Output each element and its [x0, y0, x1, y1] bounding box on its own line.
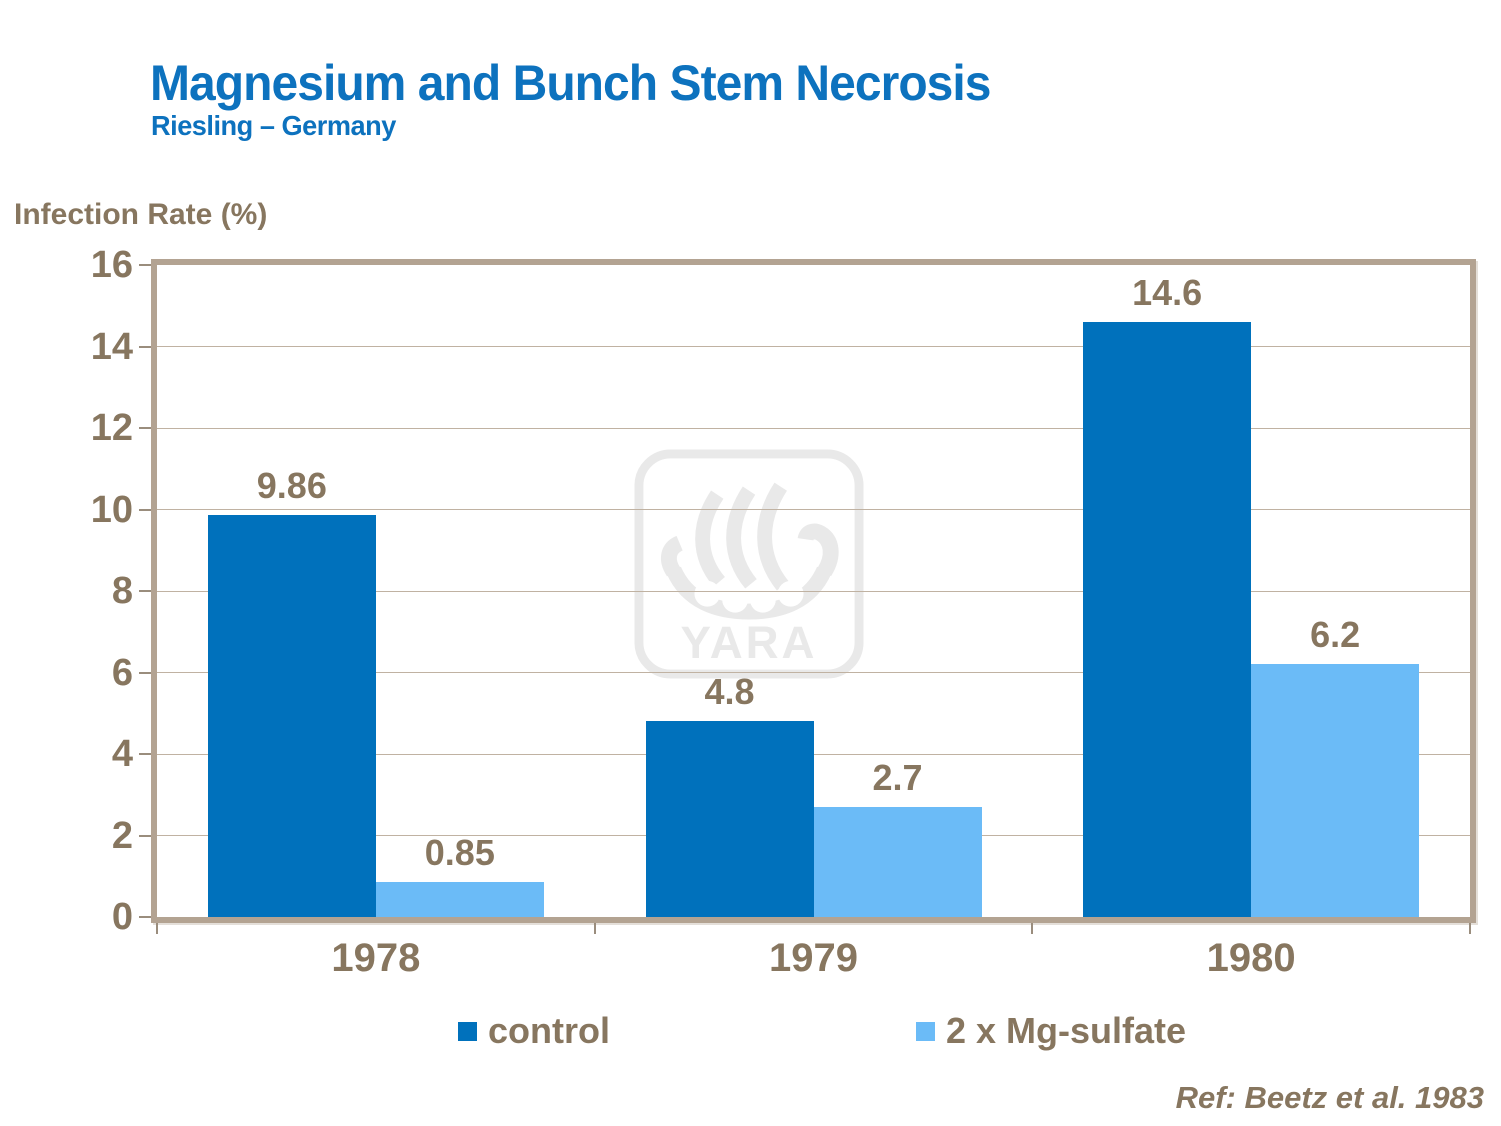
y-tick-mark-4	[139, 753, 151, 755]
value-label-1979-0: 4.8	[704, 671, 755, 713]
x-boundary-tick-0	[156, 923, 158, 934]
value-label-1978-1: 0.85	[424, 832, 495, 874]
value-label-1980-1: 6.2	[1310, 614, 1361, 656]
viking-ship-sails-icon	[695, 482, 789, 591]
page-subtitle: Riesling – Germany	[151, 110, 396, 141]
bar-control-1980	[1083, 322, 1252, 917]
legend-item-control: control	[458, 1008, 610, 1054]
y-tick-mark-0	[139, 916, 151, 918]
bar-2-x-Mg-sulfate-1979	[813, 806, 982, 917]
y-tick-label-0: 0	[111, 896, 133, 938]
gridline-14	[157, 346, 1470, 347]
x-category-label-1980: 1980	[1206, 936, 1296, 980]
x-boundary-tick-2	[1031, 923, 1034, 934]
value-label-1978-0: 9.86	[256, 465, 327, 507]
bar-control-1979	[645, 721, 814, 917]
x-boundary-tick-3	[1469, 923, 1471, 934]
y-tick-mark-8	[139, 590, 151, 592]
page-title: Magnesium and Bunch Stem Necrosis	[150, 55, 991, 111]
value-label-1979-1: 2.7	[872, 756, 923, 798]
y-tick-label-6: 6	[111, 651, 133, 694]
y-tick-mark-2	[139, 834, 151, 837]
legend-marker-2-x-Mg-sulfate	[916, 1021, 935, 1041]
gridline-8	[157, 590, 1470, 592]
y-axis-title: Infection Rate (%)	[14, 198, 268, 231]
y-tick-label-4: 4	[111, 733, 133, 775]
bar-2-x-Mg-sulfate-1980	[1251, 664, 1420, 917]
viking-ship-hull-icon	[660, 523, 839, 620]
y-tick-mark-10	[139, 508, 151, 511]
y-tick-label-14: 14	[90, 325, 133, 368]
legend-label-2-x-Mg-sulfate: 2 x Mg-sulfate	[946, 1010, 1187, 1051]
y-tick-label-2: 2	[111, 814, 133, 857]
legend-item-2-x-Mg-sulfate: 2 x Mg-sulfate	[916, 1008, 1186, 1054]
y-tick-mark-16	[139, 264, 151, 266]
yara-watermark: YARA	[634, 449, 864, 679]
gridline-6	[157, 672, 1470, 673]
y-tick-label-10: 10	[90, 488, 133, 531]
y-tick-label-16: 16	[90, 244, 133, 286]
watermark-frame-icon	[634, 449, 864, 679]
bar-control-1978	[207, 515, 376, 917]
y-tick-mark-12	[139, 427, 151, 429]
legend-marker-control	[458, 1021, 477, 1041]
y-tick-label-8: 8	[111, 570, 133, 612]
watermark-text: YARA	[681, 617, 818, 668]
legend-label-control: control	[488, 1010, 610, 1051]
y-tick-mark-6	[139, 671, 151, 674]
x-category-label-1979: 1979	[769, 936, 858, 980]
viking-ship-shields-icon	[694, 580, 804, 613]
gridline-10	[157, 509, 1470, 510]
y-tick-mark-14	[139, 345, 151, 348]
bar-2-x-Mg-sulfate-1978	[375, 882, 544, 917]
y-tick-label-12: 12	[90, 407, 133, 449]
plot-area: YARA	[151, 259, 1476, 923]
gridline-12	[157, 427, 1470, 429]
plot-area-inner: YARA	[157, 265, 1470, 917]
value-label-1980-0: 14.6	[1132, 272, 1203, 314]
x-category-label-1978: 1978	[331, 936, 421, 980]
x-boundary-tick-1	[593, 923, 596, 934]
gridline-4	[157, 753, 1470, 755]
reference-text: Ref: Beetz et al. 1983	[1175, 1080, 1484, 1115]
